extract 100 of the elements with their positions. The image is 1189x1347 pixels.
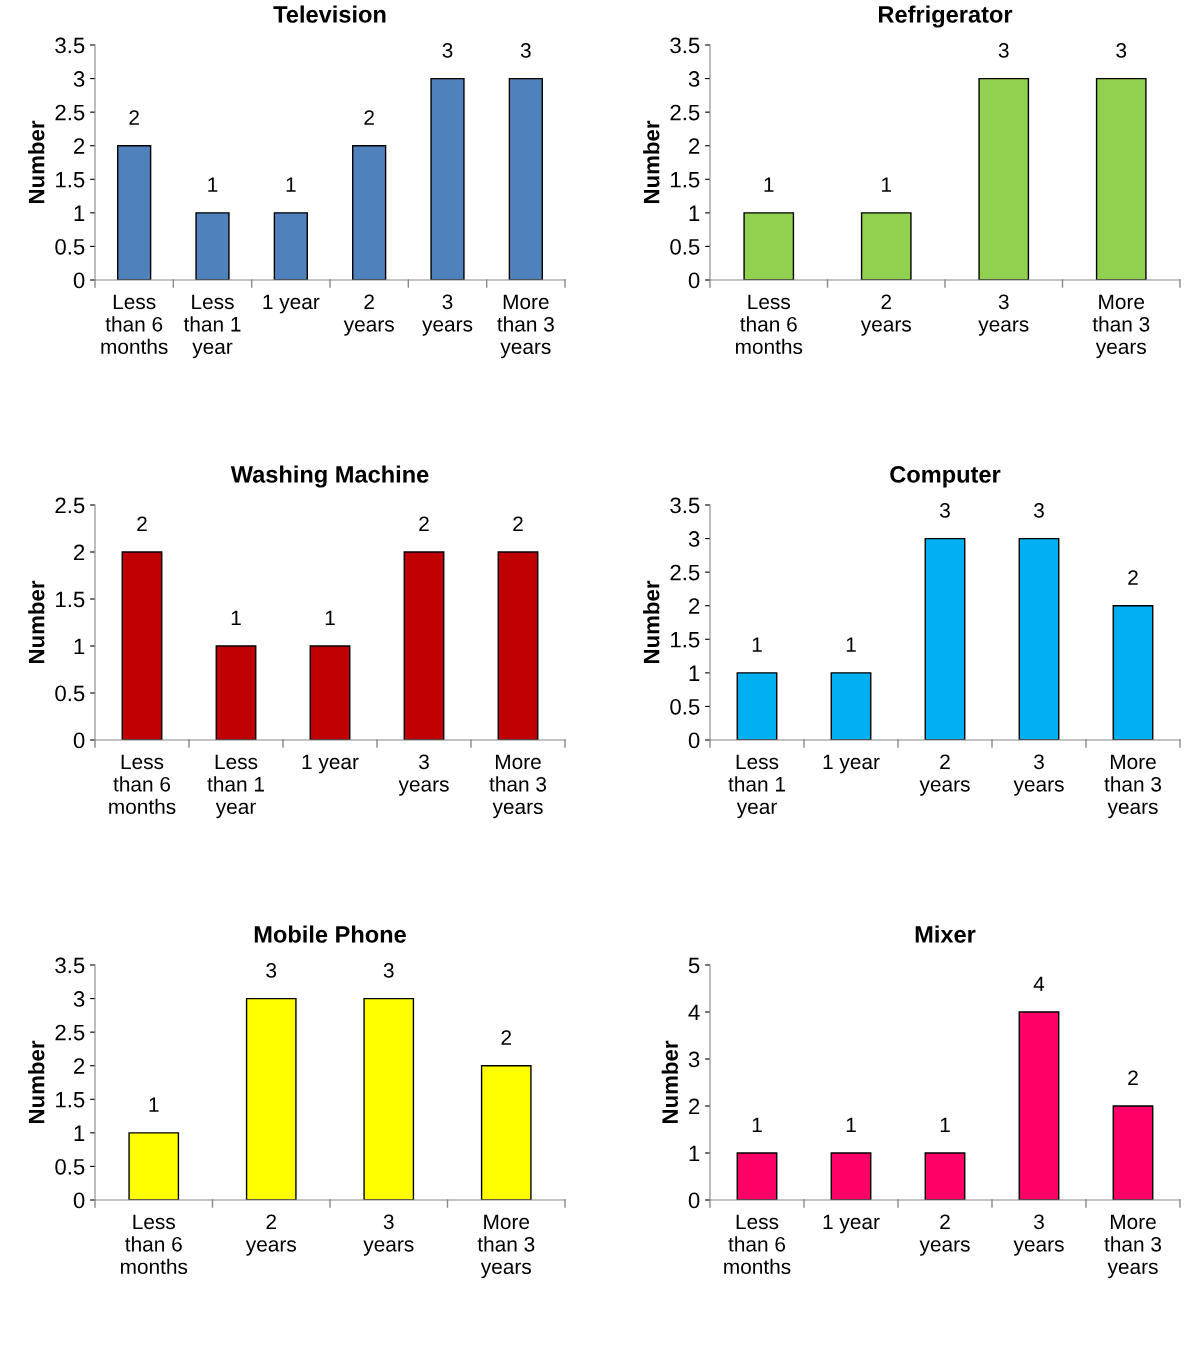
y-tick-label: 3 <box>688 531 700 547</box>
y-tick-label: 1.5 <box>56 172 85 188</box>
x-tick-label: More than 3 years <box>1104 754 1162 819</box>
y-tick-label: 3.5 <box>670 37 700 54</box>
y-tick-label: 0 <box>73 272 85 289</box>
y-tick-label: 2.5 <box>55 497 85 514</box>
x-tick-label: More than 3 years <box>1092 294 1150 359</box>
y-axis-title: Number <box>28 580 45 663</box>
x-tick-label: 1 year <box>302 754 359 774</box>
x-tick-label: Less than 1 year <box>728 754 785 819</box>
data-label: 3 <box>266 963 277 978</box>
x-tick-label: 1 year <box>823 1214 880 1234</box>
bar <box>830 672 872 740</box>
data-label: 3 <box>442 43 453 58</box>
chart-title: Washing Machine <box>230 465 429 488</box>
bar <box>508 77 543 280</box>
data-label: 1 <box>149 1097 159 1112</box>
bar <box>273 212 308 280</box>
data-label: 2 <box>129 110 139 125</box>
chart-title: Mixer <box>915 925 976 943</box>
data-label: 2 <box>1128 570 1138 585</box>
y-tick-label: 3 <box>688 1051 700 1068</box>
y-tick-label: 3 <box>688 71 700 87</box>
y-tick-label: 3 <box>73 991 85 1007</box>
y-tick-label: 0 <box>73 1192 85 1209</box>
x-tick-label: Less than 6 months <box>735 294 803 355</box>
data-label: 1 <box>752 1117 762 1133</box>
bar <box>830 1152 872 1200</box>
x-tick-label: 3 years <box>978 294 1029 336</box>
data-label: 1 <box>846 637 856 652</box>
bar <box>117 145 152 280</box>
x-tick-label: 3 years <box>1013 1214 1064 1256</box>
data-label: 2 <box>513 516 523 532</box>
data-label: 1 <box>325 610 335 626</box>
y-axis-title: Number <box>28 120 45 203</box>
y-tick-label: 1 <box>74 1125 85 1141</box>
y-tick-label: 1.5 <box>671 172 700 188</box>
data-label: 3 <box>998 43 1009 58</box>
data-label: 3 <box>520 43 531 58</box>
y-tick-label: 0 <box>688 272 700 289</box>
y-axis-title: Number <box>643 120 660 203</box>
bar <box>1018 537 1060 740</box>
data-label: 2 <box>364 110 374 125</box>
x-tick-label: 3 years <box>422 294 473 336</box>
data-label: 1 <box>286 177 296 192</box>
y-tick-label: 2 <box>74 138 85 154</box>
data-label: 3 <box>1034 503 1044 518</box>
data-label: 2 <box>1128 1070 1138 1086</box>
bar <box>1018 1011 1060 1200</box>
x-tick-label: Less than 1 year <box>207 754 264 819</box>
x-tick-label: More than 3 years <box>489 754 547 819</box>
y-axis-title: Number <box>643 580 660 663</box>
data-label: 4 <box>1033 976 1045 992</box>
data-label: 1 <box>846 1117 856 1133</box>
x-tick-label: Less than 6 months <box>101 294 168 355</box>
x-tick-label: Less than 6 months <box>120 1214 188 1275</box>
chart-title: Refrigerator <box>879 5 1013 28</box>
x-tick-label: 3 years <box>363 1214 414 1256</box>
data-label: 2 <box>419 516 429 532</box>
data-label: 1 <box>752 637 762 652</box>
x-tick-label: 2 years <box>919 1214 970 1256</box>
bar <box>480 1065 532 1200</box>
x-tick-label: Less than 6 months <box>724 1214 791 1275</box>
bar <box>363 997 415 1200</box>
y-tick-label: 0 <box>73 732 85 749</box>
y-tick-label: 3.5 <box>670 497 700 514</box>
y-tick-label: 2 <box>689 598 700 614</box>
data-label: 3 <box>940 503 950 518</box>
y-axis-title: Number <box>661 1040 678 1123</box>
bar <box>430 77 465 280</box>
y-tick-label: 3 <box>73 71 85 87</box>
data-label: 2 <box>137 516 147 532</box>
data-label: 3 <box>383 963 394 978</box>
data-label: 1 <box>940 1117 950 1133</box>
bar <box>352 145 387 280</box>
y-tick-label: 0 <box>688 732 700 749</box>
data-label: 1 <box>764 177 774 192</box>
y-tick-label: 1.5 <box>671 632 700 648</box>
y-tick-label: 1 <box>689 205 700 221</box>
x-tick-label: 2 years <box>245 1214 296 1256</box>
chart-title: Mobile Phone <box>254 925 406 943</box>
x-tick-label: 2 years <box>919 754 970 796</box>
y-tick-label: 2 <box>689 138 700 154</box>
x-tick-label: 1 year <box>263 294 320 314</box>
data-label: 2 <box>501 1030 511 1045</box>
y-tick-label: 4 <box>688 1004 700 1021</box>
bar <box>1112 605 1154 740</box>
y-tick-label: 2.5 <box>55 104 85 121</box>
y-tick-label: 0.5 <box>670 238 700 255</box>
y-tick-label: 0.5 <box>55 238 85 255</box>
chart-title: Television <box>273 5 386 23</box>
data-label: 3 <box>1116 43 1127 58</box>
y-tick-label: 0.5 <box>670 698 700 715</box>
y-tick-label: 3.5 <box>55 957 85 974</box>
y-tick-label: 0.5 <box>55 1158 85 1175</box>
y-tick-label: 1 <box>74 638 85 655</box>
bar <box>128 1132 180 1200</box>
y-tick-label: 2.5 <box>670 104 700 121</box>
y-tick-label: 1.5 <box>56 1092 85 1108</box>
y-tick-label: 2 <box>689 1098 700 1115</box>
